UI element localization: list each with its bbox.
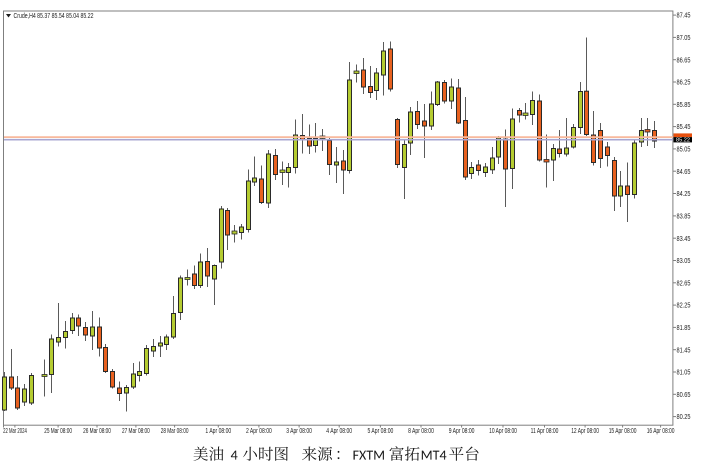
svg-text:85.45: 85.45 xyxy=(677,122,691,131)
svg-text:4 Apr 08:00: 4 Apr 08:00 xyxy=(326,426,352,435)
svg-text:10 Apr 08:00: 10 Apr 08:00 xyxy=(489,426,517,435)
svg-text:87.05: 87.05 xyxy=(677,33,691,42)
svg-text:85.85: 85.85 xyxy=(677,100,691,109)
svg-text:2 Apr 08:00: 2 Apr 08:00 xyxy=(246,426,272,435)
svg-text:85.05: 85.05 xyxy=(677,145,691,154)
svg-text:11 Apr 08:00: 11 Apr 08:00 xyxy=(531,426,559,435)
svg-text:83.45: 83.45 xyxy=(677,234,691,243)
svg-text:81.45: 81.45 xyxy=(677,345,691,354)
svg-text:9 Apr 08:00: 9 Apr 08:00 xyxy=(449,426,475,435)
svg-text:5 Apr 08:00: 5 Apr 08:00 xyxy=(368,426,394,435)
svg-text:22 Mar 2024: 22 Mar 2024 xyxy=(3,426,27,435)
svg-text:8 Apr 08:00: 8 Apr 08:00 xyxy=(408,426,434,435)
svg-text:16 Apr 08:00: 16 Apr 08:00 xyxy=(647,426,675,435)
svg-text:15 Apr 08:00: 15 Apr 08:00 xyxy=(609,426,637,435)
svg-text:3 Apr 08:00: 3 Apr 08:00 xyxy=(286,426,312,435)
svg-text:87.45: 87.45 xyxy=(677,11,691,20)
svg-text:83.85: 83.85 xyxy=(677,212,691,221)
svg-text:26 Mar 08:00: 26 Mar 08:00 xyxy=(83,426,111,435)
svg-text:1 Apr 08:00: 1 Apr 08:00 xyxy=(205,426,231,435)
svg-text:80.65: 80.65 xyxy=(677,390,691,399)
svg-text:25 Mar 08:00: 25 Mar 08:00 xyxy=(44,426,72,435)
svg-text:81.05: 81.05 xyxy=(677,368,691,377)
svg-text:Crude,H4 85.37 85.54 85.04 85: Crude,H4 85.37 85.54 85.04 85.22 xyxy=(14,11,94,20)
svg-text:85.22: 85.22 xyxy=(676,138,690,144)
svg-text:84.25: 84.25 xyxy=(677,189,691,198)
svg-text:82.65: 82.65 xyxy=(677,278,691,287)
svg-text:86.65: 86.65 xyxy=(677,55,691,64)
svg-text:80.25: 80.25 xyxy=(677,412,691,421)
svg-text:81.85: 81.85 xyxy=(677,323,691,332)
svg-text:84.65: 84.65 xyxy=(677,167,691,176)
svg-text:27 Mar 08:00: 27 Mar 08:00 xyxy=(122,426,150,435)
svg-text:12 Apr 08:00: 12 Apr 08:00 xyxy=(571,426,599,435)
svg-text:83.05: 83.05 xyxy=(677,256,691,265)
svg-text:28 Mar 08:00: 28 Mar 08:00 xyxy=(161,426,189,435)
svg-text:82.25: 82.25 xyxy=(677,301,691,310)
svg-text:86.25: 86.25 xyxy=(677,78,691,87)
